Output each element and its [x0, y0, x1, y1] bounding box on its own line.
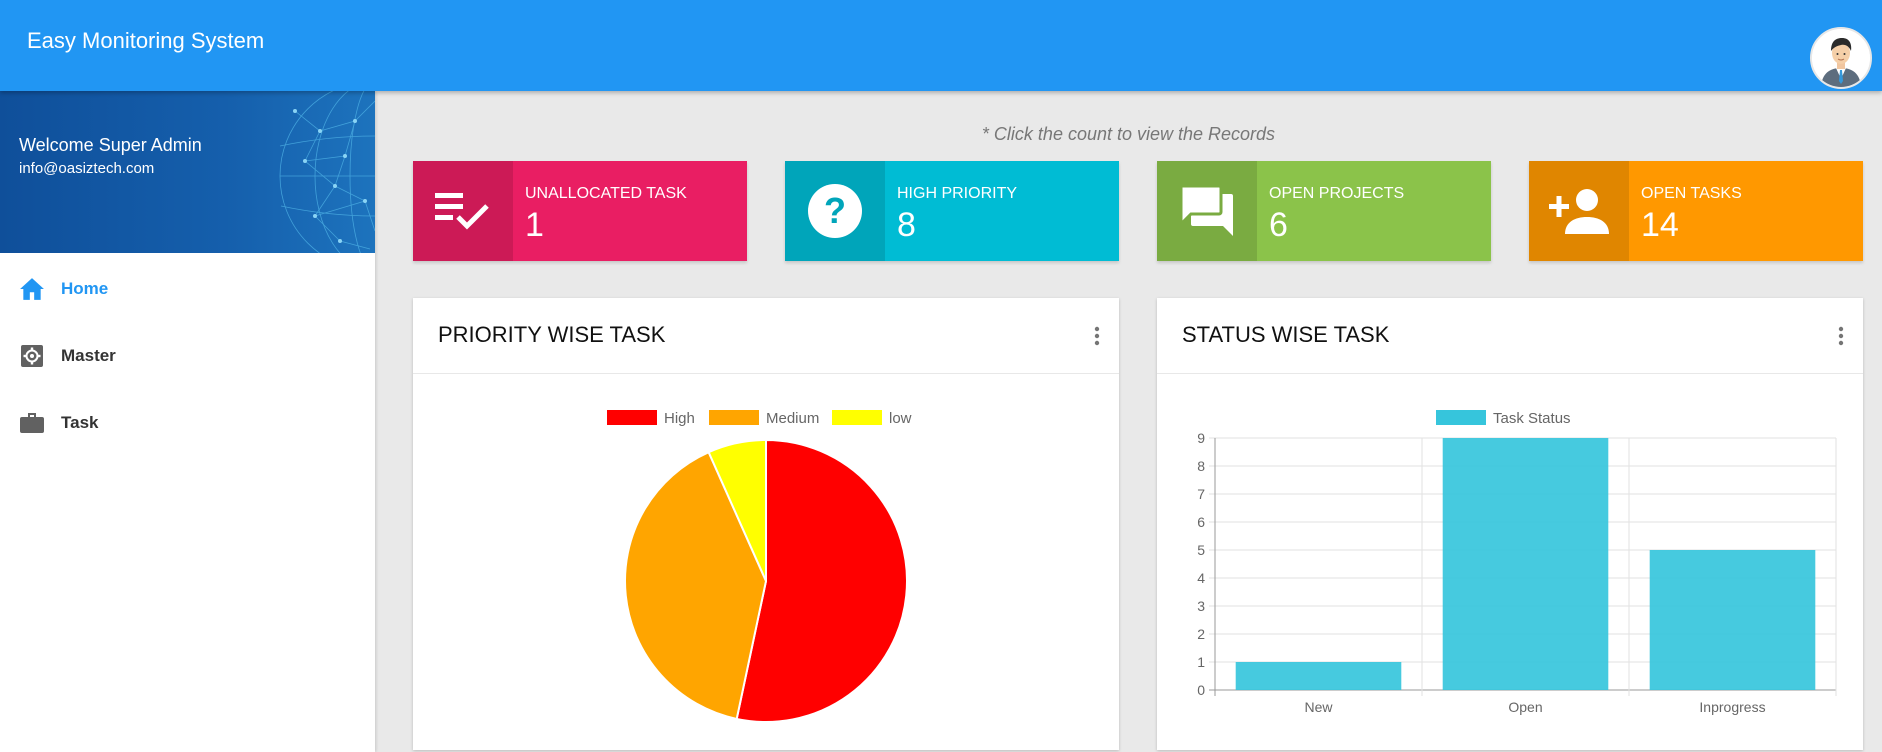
globe-network-icon [279, 91, 375, 253]
records-hint: * Click the count to view the Records [981, 124, 1276, 144]
y-tick-label: 6 [1197, 514, 1205, 530]
sidebar-item-task[interactable]: Task [0, 395, 375, 451]
status-bar-chart: Task Status 0 1 2 3 4 5 6 7 8 9 New Open Inprogress [1197, 410, 1837, 715]
panel-divider [1157, 373, 1863, 374]
stat-count[interactable]: 14 [1641, 206, 1679, 244]
welcome-text: Welcome Super Admin [19, 135, 202, 155]
stat-label: OPEN TASKS [1641, 185, 1742, 202]
question-circle-icon: ? [785, 161, 885, 261]
legend-label-low[interactable]: low [889, 410, 912, 427]
more-vert-icon[interactable] [1835, 324, 1847, 348]
forum-icon [1157, 161, 1257, 261]
status-wise-task-panel: STATUS WISE TASK Task Status 0 1 2 3 4 5 6 7 8 9 N… [1157, 298, 1863, 750]
y-tick-label: 8 [1197, 458, 1205, 474]
legend-label-medium[interactable]: Medium [766, 410, 819, 427]
y-tick-label: 1 [1197, 654, 1205, 670]
y-tick-label: 4 [1197, 570, 1205, 586]
legend-swatch-high[interactable] [607, 410, 657, 425]
briefcase-icon [18, 409, 46, 437]
home-icon [18, 275, 46, 303]
profile-panel: Welcome Super Admin info@oasiztech.com [0, 91, 375, 253]
y-tick-label: 0 [1197, 682, 1205, 698]
task-list-check-icon [413, 161, 513, 261]
legend-swatch-low[interactable] [832, 410, 882, 425]
legend-swatch-task-status[interactable] [1436, 410, 1486, 425]
pie-slice-low[interactable] [707, 438, 767, 582]
x-tick-label: Open [1508, 699, 1542, 715]
x-tick-label: New [1304, 699, 1333, 715]
y-tick-label: 3 [1197, 598, 1205, 614]
bar-inprogress[interactable] [1649, 550, 1816, 690]
sidebar-item-home[interactable]: Home [0, 261, 375, 317]
stat-label: UNALLOCATED TASK [525, 185, 687, 202]
y-tick-label: 9 [1197, 430, 1205, 446]
stat-count[interactable]: 1 [525, 206, 544, 244]
sidebar-item-label: Home [61, 279, 109, 298]
stat-card-unallocated-task[interactable]: UNALLOCATED TASK 1 [413, 161, 747, 261]
legend-swatch-medium[interactable] [709, 410, 759, 425]
legend-label-high[interactable]: High [664, 410, 695, 427]
stat-card-open-tasks[interactable]: OPEN TASKS 14 [1529, 161, 1863, 261]
priority-pie-chart: High Medium low [607, 410, 912, 723]
top-app-bar: Easy Monitoring System [0, 0, 1882, 91]
person-add-icon [1529, 161, 1629, 261]
svg-text:?: ? [824, 190, 846, 231]
sidebar: Welcome Super Admin info@oasiztech.com H… [0, 91, 375, 752]
y-tick-label: 7 [1197, 486, 1205, 502]
panel-divider [413, 373, 1119, 374]
y-tick-label: 2 [1197, 626, 1205, 642]
user-email: info@oasiztech.com [19, 160, 155, 177]
bar-new[interactable] [1235, 662, 1402, 690]
y-tick-label: 5 [1197, 542, 1205, 558]
x-tick-label: Inprogress [1699, 699, 1765, 715]
gear-icon [18, 342, 46, 370]
priority-wise-task-panel: PRIORITY WISE TASK High Medium low [413, 298, 1119, 750]
stat-card-high-priority[interactable]: ? HIGH PRIORITY 8 [785, 161, 1119, 261]
panel-title: PRIORITY WISE TASK [438, 322, 666, 347]
stat-label: OPEN PROJECTS [1269, 185, 1405, 202]
stat-card-open-projects[interactable]: OPEN PROJECTS 6 [1157, 161, 1491, 261]
stat-count[interactable]: 6 [1269, 206, 1288, 244]
legend-label-task-status[interactable]: Task Status [1493, 410, 1571, 427]
sidebar-item-master[interactable]: Master [0, 328, 375, 384]
sidebar-item-label: Master [61, 346, 116, 365]
app-title: Easy Monitoring System [27, 28, 265, 53]
bar-open[interactable] [1442, 438, 1609, 690]
stat-count[interactable]: 8 [897, 206, 916, 244]
more-vert-icon[interactable] [1091, 324, 1103, 348]
user-avatar-icon[interactable] [1810, 27, 1872, 89]
sidebar-item-label: Task [61, 413, 99, 432]
stat-label: HIGH PRIORITY [897, 185, 1018, 202]
pie-slice-medium[interactable] [624, 450, 768, 721]
pie-slice-high[interactable] [735, 438, 908, 723]
panel-title: STATUS WISE TASK [1182, 322, 1390, 347]
